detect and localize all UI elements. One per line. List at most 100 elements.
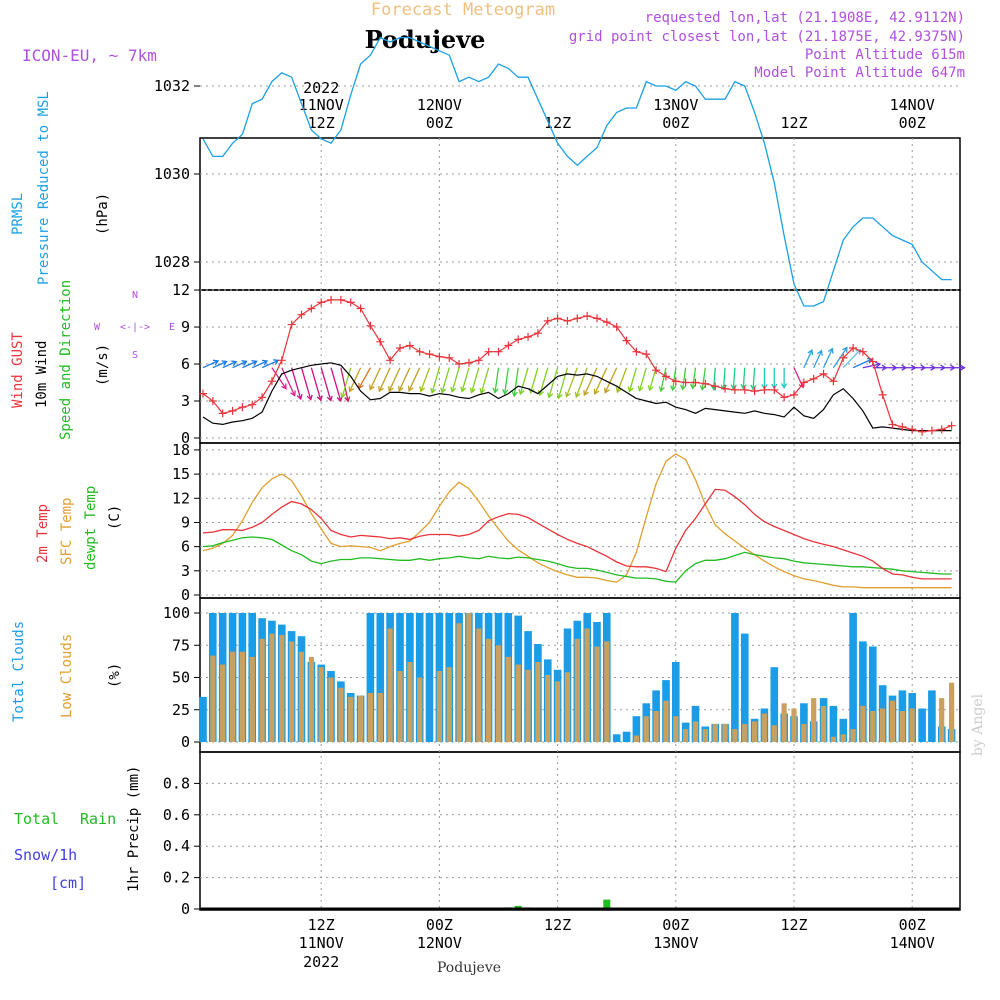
- low-cloud-bar: [702, 729, 708, 742]
- snow-units-label: [cm]: [50, 874, 86, 892]
- wind-arrowhead: [547, 392, 554, 399]
- wind-arrow: [529, 367, 539, 393]
- low-cloud-bar: [732, 729, 738, 742]
- wind-arrowhead: [348, 386, 355, 393]
- wind-arrow: [671, 367, 677, 391]
- clouds-ytick-label: 0: [181, 733, 190, 751]
- top-date-label: 12NOV: [417, 96, 462, 114]
- wind-arrowhead: [492, 387, 499, 394]
- gust-marker: [307, 304, 316, 313]
- wind-arrowhead: [407, 385, 414, 392]
- total-cloud-bar: [800, 703, 808, 742]
- wind-ytick-label: 0: [181, 429, 190, 447]
- gust-marker: [277, 356, 286, 365]
- precip-labels: Total Rain Snow/1h [cm] 1hr Precip (mm): [14, 766, 142, 892]
- low-cloud-bar: [909, 708, 915, 742]
- wind-arrow: [349, 367, 362, 392]
- pressure-label-1: PRMSL: [10, 193, 26, 235]
- gust-marker: [799, 378, 808, 387]
- low-cloud-bar: [436, 671, 442, 742]
- wind-arrow: [451, 367, 460, 392]
- location-title: Podujeve: [365, 25, 486, 54]
- tsfc-label: SFC Temp: [59, 498, 75, 565]
- wind-arrowhead: [419, 386, 426, 393]
- gust-marker: [248, 400, 257, 409]
- bottom-hour-label: 00Z: [899, 916, 926, 934]
- temp-ytick-label: 9: [181, 513, 190, 531]
- temp-ytick-label: 0: [181, 586, 190, 604]
- low-cloud-bar: [949, 682, 955, 742]
- bottom-date-label: 13NOV: [653, 934, 698, 952]
- low-cloud-bar: [348, 696, 354, 742]
- gust-marker: [612, 323, 621, 332]
- low-cloud-bar: [889, 700, 896, 742]
- temp-labels: 2m Temp SFC Temp dewpt Temp (C): [35, 486, 123, 570]
- gust-marker: [563, 316, 572, 325]
- wind-arrowhead: [378, 386, 384, 393]
- total-cloud-bar: [731, 613, 739, 742]
- total-cloud-bar: [741, 633, 749, 742]
- wind-arrowhead: [502, 389, 509, 396]
- low-cloud-bar: [791, 708, 797, 742]
- gust-marker: [632, 347, 641, 356]
- speed-dir-label: Speed and Direction: [58, 280, 74, 440]
- gust-marker: [336, 295, 345, 304]
- compass-south: S: [132, 350, 138, 361]
- credit-watermark: by Angel: [970, 693, 986, 756]
- wind-arrow: [281, 367, 296, 396]
- wind-arrow: [575, 367, 588, 398]
- wind-arrow: [548, 367, 559, 398]
- gust-marker: [730, 385, 739, 394]
- wind-arrow: [420, 367, 431, 392]
- wind-arrowhead: [460, 386, 467, 393]
- pressure-labels: PRMSL Pressure Reduced to MSL (hPa): [10, 91, 111, 285]
- low-cloud-bar: [820, 705, 827, 742]
- wind-arrow: [212, 360, 227, 369]
- gust-marker: [740, 385, 749, 394]
- low-cloud-bar: [239, 651, 245, 742]
- rain-bar: [514, 905, 522, 909]
- product-title: Forecast Meteogram: [371, 0, 555, 20]
- gust-marker: [366, 321, 375, 330]
- gust-marker: [415, 347, 424, 356]
- total-cloud-bar: [632, 716, 641, 742]
- low-cloud-bar: [456, 623, 462, 742]
- wind-arrowhead: [637, 385, 644, 392]
- bottom-hour-label: 00Z: [426, 916, 453, 934]
- wind-arrow: [604, 367, 618, 393]
- gust-marker: [849, 343, 858, 352]
- gust-marker: [878, 390, 887, 399]
- gust-marker: [661, 372, 670, 381]
- wind-arrow: [330, 367, 342, 402]
- low-cloud-bar: [279, 634, 285, 742]
- wind-arrowhead: [281, 383, 287, 390]
- wind-arrowhead: [699, 384, 706, 392]
- low-cloud-bar: [220, 664, 226, 742]
- total-cloud-bar: [869, 646, 877, 742]
- wind-arrow: [504, 367, 509, 395]
- low-cloud-bar: [939, 698, 945, 742]
- wind-arrow: [862, 363, 881, 369]
- gust-marker: [524, 332, 533, 341]
- wind-arrow: [513, 367, 519, 397]
- data-series: [199, 36, 966, 910]
- wind-arrow: [691, 367, 697, 389]
- low-cloud-bar: [210, 655, 216, 742]
- wind-arrowhead: [450, 386, 457, 393]
- rain-label: Rain: [80, 810, 116, 828]
- gust-marker: [425, 350, 434, 359]
- low-cloud-bar: [752, 721, 758, 742]
- low-cloud-bar: [289, 641, 295, 742]
- bottom-hour-label: 12Z: [308, 916, 335, 934]
- wind-arrow: [398, 367, 411, 392]
- wind-arrowhead: [574, 391, 581, 399]
- wind-arrowhead: [316, 395, 323, 402]
- low-cloud-bar: [771, 725, 777, 742]
- wind-arrowhead: [959, 364, 966, 371]
- wind-arrow: [232, 360, 247, 369]
- compass-north: N: [132, 290, 138, 301]
- precip-ytick-label: 0.2: [163, 869, 190, 887]
- wind-arrowhead: [326, 395, 333, 402]
